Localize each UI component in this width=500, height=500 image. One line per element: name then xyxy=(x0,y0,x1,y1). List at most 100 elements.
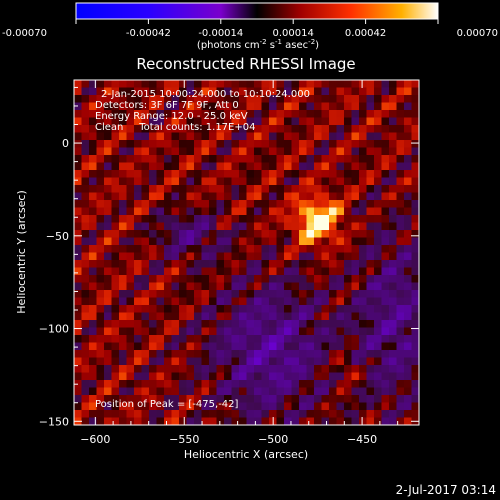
heatmap-cell xyxy=(126,252,135,261)
heatmap-cell xyxy=(231,110,240,118)
heatmap-cell xyxy=(224,410,232,418)
heatmap-cell xyxy=(366,380,375,388)
heatmap-cell xyxy=(201,372,210,381)
heatmap-cell xyxy=(246,335,255,343)
heatmap-cell xyxy=(141,372,150,381)
heatmap-cell xyxy=(276,155,285,163)
heatmap-cell xyxy=(186,237,195,246)
heatmap-cell xyxy=(246,312,255,321)
heatmap-cell xyxy=(216,192,225,201)
heatmap-cell xyxy=(194,282,202,291)
heatmap-cell xyxy=(321,185,330,193)
heatmap-cell xyxy=(126,215,135,223)
heatmap-cell xyxy=(366,245,375,253)
heatmap-cell xyxy=(254,410,262,418)
heatmap-cell xyxy=(246,417,255,425)
heatmap-cell xyxy=(149,410,157,418)
heatmap-cell xyxy=(164,110,172,118)
heatmap-cell xyxy=(284,372,292,381)
heatmap-cell xyxy=(179,170,187,178)
heatmap-cell xyxy=(299,185,307,193)
heatmap-cell xyxy=(404,162,412,171)
heatmap-cell xyxy=(284,342,292,351)
heatmap-cell xyxy=(186,290,195,298)
heatmap-cell xyxy=(171,342,180,351)
heatmap-cell xyxy=(284,327,292,336)
heatmap-cell xyxy=(149,372,157,381)
heatmap-cell xyxy=(194,320,202,328)
heatmap-cell xyxy=(329,380,337,388)
heatmap-cell xyxy=(231,215,240,223)
heatmap-cell xyxy=(276,410,285,418)
heatmap-cell xyxy=(306,80,315,88)
heatmap-cell xyxy=(164,147,172,156)
heatmap-cell xyxy=(359,162,367,171)
heatmap-cell xyxy=(119,252,127,261)
heatmap-cell xyxy=(276,395,285,403)
heatmap-cell xyxy=(201,177,210,186)
heatmap-cell xyxy=(231,350,240,358)
heatmap-cell xyxy=(96,162,105,171)
heatmap-cell xyxy=(141,192,150,201)
heatmap-cell xyxy=(254,252,262,261)
heatmap-cell xyxy=(171,365,180,373)
heatmap-cell xyxy=(104,215,112,223)
heatmap-cell xyxy=(149,117,157,126)
heatmap-cell xyxy=(239,260,247,268)
heatmap-cell xyxy=(81,80,90,88)
heatmap-cell xyxy=(216,95,225,103)
heatmap-cell xyxy=(359,275,367,283)
heatmap-cell xyxy=(336,290,345,298)
heatmap-cell xyxy=(239,297,247,306)
heatmap-cell xyxy=(389,192,397,201)
heatmap-cell xyxy=(284,132,292,141)
heatmap-cell xyxy=(104,335,112,343)
heatmap-cell xyxy=(231,372,240,381)
heatmap-cell xyxy=(336,312,345,321)
heatmap-cell xyxy=(111,177,120,186)
heatmap-cell xyxy=(284,297,292,306)
heatmap-cell xyxy=(164,117,172,126)
heatmap-cell xyxy=(216,215,225,223)
heatmap-cell xyxy=(156,312,165,321)
heatmap-cell xyxy=(89,162,97,171)
heatmap-cell xyxy=(329,87,337,96)
heatmap-cell xyxy=(141,95,150,103)
heatmap-cell xyxy=(126,387,135,396)
heatmap-cell xyxy=(299,230,307,238)
heatmap-cell xyxy=(299,312,307,321)
heatmap-cell xyxy=(254,402,262,411)
heatmap-cell xyxy=(396,207,405,216)
heatmap-cell xyxy=(216,80,225,88)
heatmap-cell xyxy=(254,327,262,336)
heatmap-cell xyxy=(111,245,120,253)
heatmap-cell xyxy=(216,282,225,291)
heatmap-cell xyxy=(381,365,390,373)
heatmap-cell xyxy=(246,395,255,403)
heatmap-cell xyxy=(171,140,180,148)
heatmap-cell xyxy=(141,110,150,118)
heatmap-cell xyxy=(374,387,382,396)
heatmap-cell xyxy=(164,177,172,186)
heatmap-cell xyxy=(141,245,150,253)
heatmap-cell xyxy=(96,365,105,373)
heatmap-cell xyxy=(291,357,300,366)
heatmap-cell xyxy=(126,155,135,163)
heatmap-cell xyxy=(411,290,419,298)
heatmap-cell xyxy=(239,222,247,231)
heatmap-cell xyxy=(171,222,180,231)
heatmap-cell xyxy=(239,410,247,418)
heatmap-cell xyxy=(209,155,217,163)
heatmap-cell xyxy=(104,87,112,96)
heatmap-cell xyxy=(216,260,225,268)
heatmap-cell xyxy=(396,320,405,328)
heatmap-cell xyxy=(134,290,142,298)
heatmap-cell xyxy=(359,312,367,321)
heatmap-cell xyxy=(336,215,345,223)
heatmap-cell xyxy=(164,387,172,396)
heatmap-cell xyxy=(314,387,322,396)
heatmap-cell xyxy=(299,87,307,96)
heatmap-cell xyxy=(149,207,157,216)
heatmap-cell xyxy=(291,177,300,186)
heatmap-cell xyxy=(111,357,120,366)
